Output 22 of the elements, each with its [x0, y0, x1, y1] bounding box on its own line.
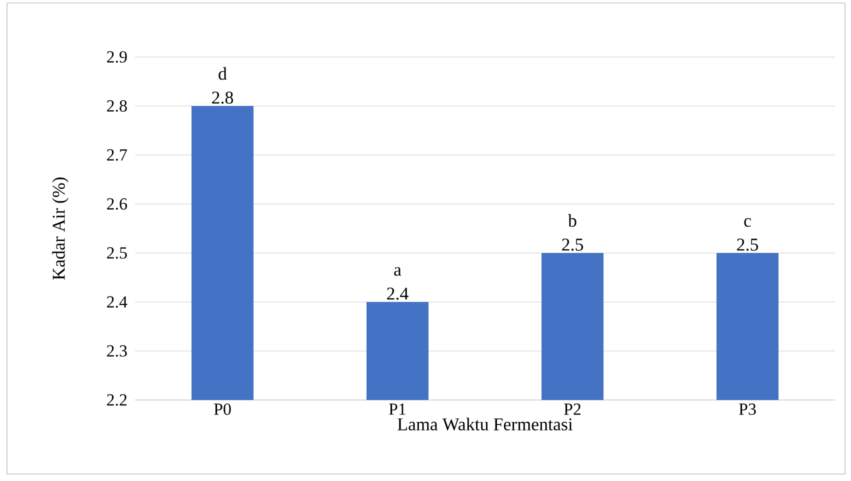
- x-tick-label: P1: [389, 404, 406, 415]
- x-tick-label: P0: [214, 404, 231, 415]
- data-label: 2.4: [387, 288, 408, 300]
- data-label: 2.8: [212, 92, 234, 104]
- y-tick-label: 2.6: [107, 198, 127, 210]
- data-label: 2.5: [562, 238, 584, 251]
- y-tick-label: 2.3: [107, 345, 127, 357]
- annotation: d: [218, 67, 227, 80]
- x-tick-label: P2: [564, 404, 581, 415]
- y-tick-label: 2.5: [107, 247, 127, 259]
- x-axis-title: Lama Waktu Fermentasi: [398, 418, 573, 430]
- y-axis-title: Kadar Air (%): [52, 178, 68, 280]
- annotation: c: [744, 218, 751, 227]
- y-tick-label: 2.2: [107, 394, 127, 406]
- y-tick-label: 2.8: [107, 100, 127, 112]
- y-tick-label: 2.9: [107, 51, 127, 63]
- annotation: b: [568, 214, 576, 227]
- annotation: a: [394, 267, 402, 276]
- data-label: 2.5: [737, 238, 758, 251]
- y-tick-label: 2.7: [107, 149, 128, 161]
- y-tick-label: 2.4: [107, 296, 128, 308]
- x-tick-label: P3: [739, 404, 756, 415]
